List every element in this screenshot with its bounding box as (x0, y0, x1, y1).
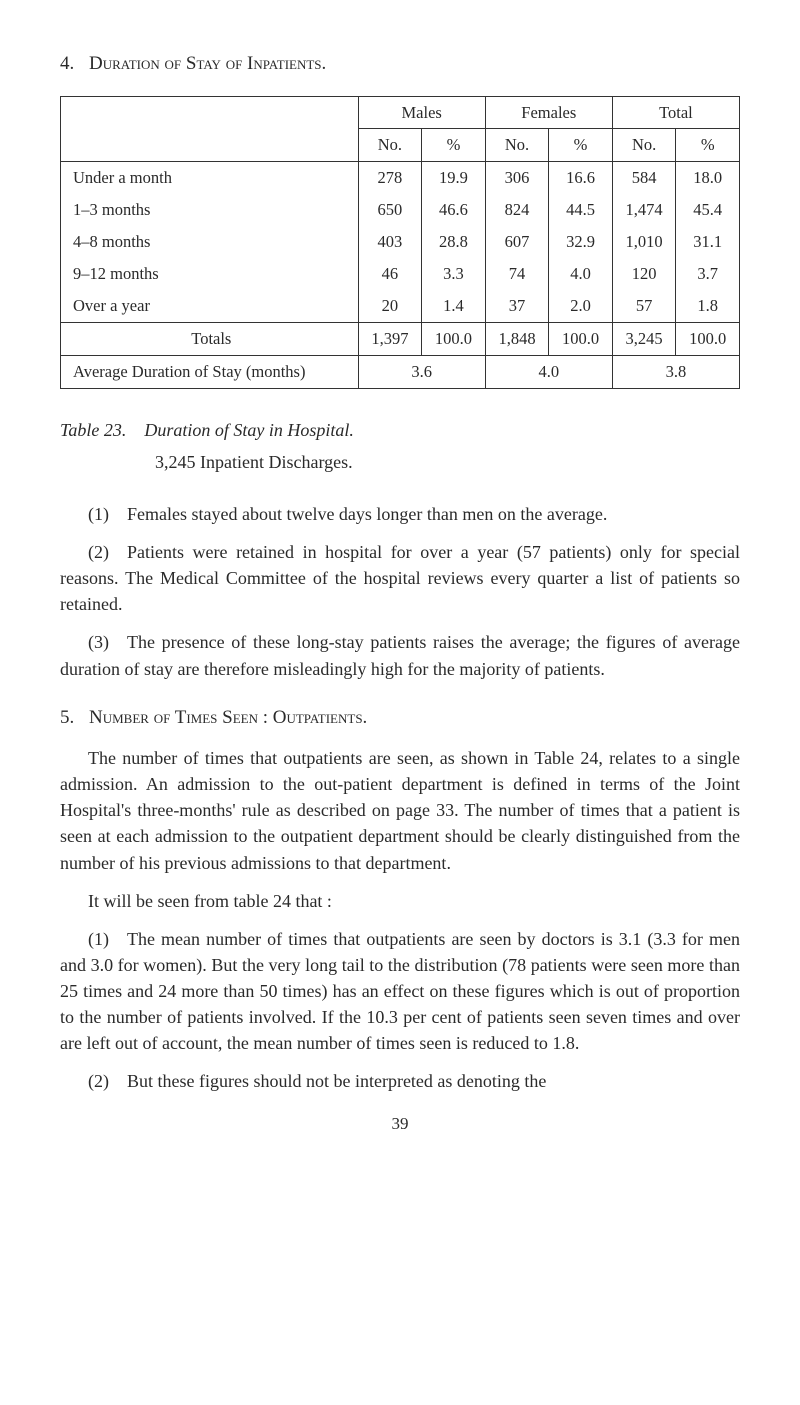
cell: 31.1 (676, 226, 740, 258)
col-females: Females (485, 96, 612, 129)
col-total: Total (612, 96, 739, 129)
para-5-intro: The number of times that outpatients are… (60, 745, 740, 875)
row-label: 4–8 months (61, 226, 359, 258)
cell: 3.3 (422, 258, 486, 290)
cell: 44.5 (549, 194, 613, 226)
cell: 19.9 (422, 162, 486, 194)
table-row: 1–3 months 650 46.6 824 44.5 1,474 45.4 (61, 194, 740, 226)
sub-no: No. (612, 129, 676, 162)
col-males: Males (358, 96, 485, 129)
cell: 650 (358, 194, 422, 226)
cell: 1.8 (676, 290, 740, 322)
cell: 37 (485, 290, 549, 322)
sub-pct: % (549, 129, 613, 162)
page-number: 39 (60, 1112, 740, 1137)
cell: 2.0 (549, 290, 613, 322)
table-row: 9–12 months 46 3.3 74 4.0 120 3.7 (61, 258, 740, 290)
cell: 28.8 (422, 226, 486, 258)
sub-pct: % (422, 129, 486, 162)
col-blank (61, 96, 359, 162)
section-4-title: Duration of Stay of Inpatients. (89, 53, 326, 74)
cell: 32.9 (549, 226, 613, 258)
cell: 16.6 (549, 162, 613, 194)
section-4-heading: 4. Duration of Stay of Inpatients. (60, 50, 740, 78)
cell: 584 (612, 162, 676, 194)
cell: 403 (358, 226, 422, 258)
table-average-row: Average Duration of Stay (months) 3.6 4.… (61, 355, 740, 388)
cell: 18.0 (676, 162, 740, 194)
para-4-3: (3) The presence of these long-stay pati… (60, 629, 740, 681)
sub-no: No. (485, 129, 549, 162)
cell: 100.0 (676, 323, 740, 356)
avg-females: 4.0 (485, 355, 612, 388)
cell: 824 (485, 194, 549, 226)
duration-table: Males Females Total No. % No. % No. % Un… (60, 96, 740, 389)
cell: 3,245 (612, 323, 676, 356)
cell: 278 (358, 162, 422, 194)
average-label: Average Duration of Stay (months) (61, 355, 359, 388)
cell: 74 (485, 258, 549, 290)
section-5-heading: 5. Number of Times Seen : Outpatients. (60, 704, 740, 732)
cell: 306 (485, 162, 549, 194)
cell: 46 (358, 258, 422, 290)
cell: 4.0 (549, 258, 613, 290)
cell: 3.7 (676, 258, 740, 290)
sub-no: No. (358, 129, 422, 162)
table-row: Over a year 20 1.4 37 2.0 57 1.8 (61, 290, 740, 322)
sub-pct: % (676, 129, 740, 162)
cell: 57 (612, 290, 676, 322)
para-5-2: (2) But these figures should not be inte… (60, 1068, 740, 1094)
section-5-number: 5. (60, 704, 74, 732)
cell: 607 (485, 226, 549, 258)
avg-males: 3.6 (358, 355, 485, 388)
table-group-header: Males Females Total (61, 96, 740, 129)
section-4-number: 4. (60, 50, 74, 78)
row-label: Over a year (61, 290, 359, 322)
table-caption: Table 23. Duration of Stay in Hospital. (60, 417, 740, 443)
para-4-2: (2) Patients were retained in hospital f… (60, 539, 740, 617)
cell: 1,474 (612, 194, 676, 226)
cell: 45.4 (676, 194, 740, 226)
cell: 1,010 (612, 226, 676, 258)
para-4-1: (1) Females stayed about twelve days lon… (60, 501, 740, 527)
cell: 46.6 (422, 194, 486, 226)
cell: 100.0 (549, 323, 613, 356)
caption-title: Duration of Stay in Hospital. (144, 420, 354, 440)
row-label: 9–12 months (61, 258, 359, 290)
cell: 100.0 (422, 323, 486, 356)
cell: 20 (358, 290, 422, 322)
cell: 120 (612, 258, 676, 290)
caption-subtitle: 3,245 Inpatient Discharges. (155, 449, 740, 475)
row-label: 1–3 months (61, 194, 359, 226)
table-totals-row: Totals 1,397 100.0 1,848 100.0 3,245 100… (61, 323, 740, 356)
para-5-lead: It will be seen from table 24 that : (60, 888, 740, 914)
caption-label: Table 23. (60, 420, 126, 440)
table-row: Under a month 278 19.9 306 16.6 584 18.0 (61, 162, 740, 194)
totals-label: Totals (61, 323, 359, 356)
cell: 1,397 (358, 323, 422, 356)
para-5-1: (1) The mean number of times that outpat… (60, 926, 740, 1056)
section-5-title: Number of Times Seen : Outpatients. (89, 707, 367, 728)
cell: 1,848 (485, 323, 549, 356)
avg-total: 3.8 (612, 355, 739, 388)
row-label: Under a month (61, 162, 359, 194)
table-row: 4–8 months 403 28.8 607 32.9 1,010 31.1 (61, 226, 740, 258)
cell: 1.4 (422, 290, 486, 322)
